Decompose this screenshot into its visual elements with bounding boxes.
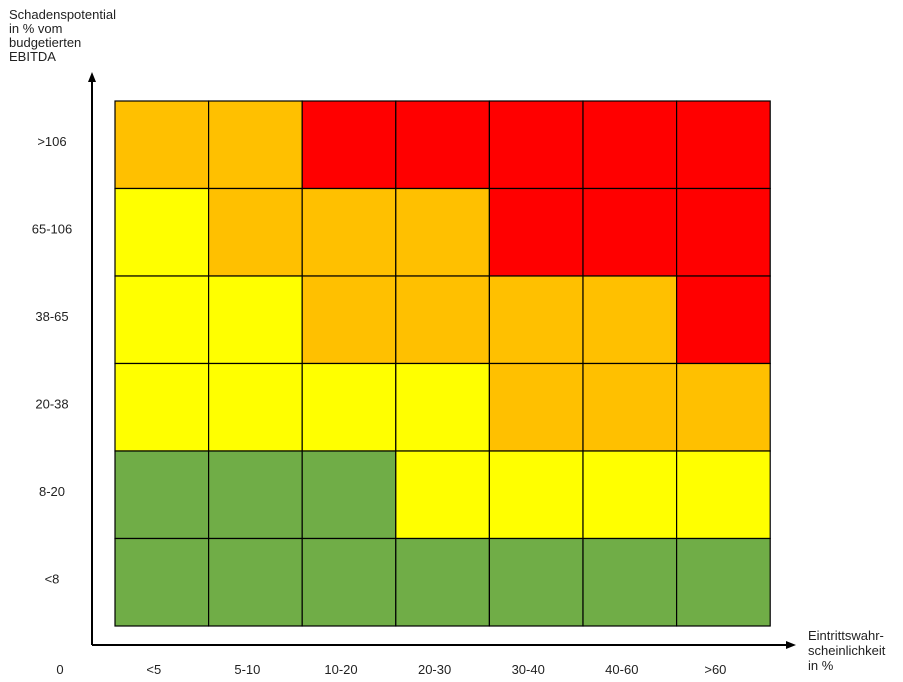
- x-tick-label: 10-20: [324, 662, 357, 677]
- cell-20-38-10-20-yellow: [301, 362, 397, 452]
- cell-20-38-30-40-orange: [488, 362, 584, 452]
- y-axis-label-line-4: EBITDA: [9, 49, 56, 64]
- origin-label: 0: [56, 662, 63, 677]
- y-tick-label: <8: [45, 572, 60, 587]
- tick-labels: >106 65-106 38-65 20-38 8-20 <8 <5 5-10 10-20 20-…: [32, 134, 727, 677]
- cell-8-20-<5-green: [114, 450, 210, 540]
- x-tick-label: 20-30: [418, 662, 451, 677]
- cell-20-38-5-10-yellow: [208, 362, 303, 452]
- cell-8-20-20-30-yellow: [395, 450, 490, 540]
- cell-65-106-5-10-orange: [208, 187, 303, 277]
- cell-8-20-10-20-green: [301, 450, 397, 540]
- cell-38-65-40-60-orange: [582, 275, 678, 365]
- cell-65-106-30-40-red: [488, 187, 584, 277]
- cell-65-106-20-30-orange: [395, 187, 490, 277]
- cell->106-<5-orange: [114, 100, 210, 190]
- cell-38-65-30-40-orange: [488, 275, 584, 365]
- x-axis-label-line-2: scheinlichkeit: [808, 643, 886, 658]
- y-axis-label-line-3: budgetierten: [9, 35, 82, 50]
- cell-20-38-40-60-orange: [582, 362, 678, 452]
- cell->106-30-40-red: [488, 100, 584, 190]
- y-axis-label-line-2: in % vom: [9, 21, 63, 36]
- cell->106-20-30-red: [395, 100, 490, 190]
- cell-65-106->60-red: [675, 187, 771, 277]
- cell->106->60-red: [675, 100, 771, 190]
- cell-<8-<5-green: [114, 537, 210, 627]
- y-tick-label: 20-38: [35, 397, 68, 412]
- cell->106-40-60-red: [582, 100, 678, 190]
- y-axis-label-line-1: Schadenspotential: [9, 7, 116, 22]
- cell->106-10-20-red: [301, 100, 397, 190]
- x-tick-label: 5-10: [234, 662, 260, 677]
- y-tick-label: 38-65: [35, 309, 68, 324]
- cell-38-65-20-30-orange: [395, 275, 490, 365]
- cell-65-106-<5-yellow: [114, 187, 210, 277]
- y-tick-label: 8-20: [39, 484, 65, 499]
- cell-38-65-<5-yellow: [114, 275, 210, 365]
- cell-20-38->60-orange: [675, 362, 771, 452]
- x-axis-label-line-1: Eintrittswahr-: [808, 628, 884, 643]
- cell-8-20->60-yellow: [675, 450, 771, 540]
- cell-<8-20-30-green: [395, 537, 490, 627]
- cell-8-20-5-10-green: [208, 450, 303, 540]
- cell->106-5-10-orange: [208, 100, 303, 190]
- heatmap-cells: [114, 100, 771, 627]
- cell-38-65->60-red: [675, 275, 771, 365]
- axes: [88, 72, 796, 649]
- y-axis-label: Schadenspotential in % vom budgetierten …: [9, 8, 116, 64]
- y-axis-arrow-icon: [88, 72, 96, 82]
- cell-<8-40-60-green: [582, 537, 678, 627]
- cell-65-106-10-20-orange: [301, 187, 397, 277]
- x-tick-label: >60: [704, 662, 726, 677]
- cell-20-38-<5-yellow: [114, 362, 210, 452]
- cell-8-20-30-40-yellow: [488, 450, 584, 540]
- cell-38-65-5-10-yellow: [208, 275, 303, 365]
- y-tick-label: 65-106: [32, 222, 72, 237]
- y-tick-label: >106: [37, 134, 66, 149]
- x-axis-label-line-3: in %: [808, 658, 834, 673]
- x-tick-label: 30-40: [512, 662, 545, 677]
- x-axis-arrow-icon: [786, 641, 796, 649]
- x-axis-label: Eintrittswahr- scheinlichkeit in %: [808, 628, 885, 673]
- cell-<8-10-20-green: [301, 537, 397, 627]
- cell-8-20-40-60-yellow: [582, 450, 678, 540]
- cell-<8-30-40-green: [488, 537, 584, 627]
- cell-20-38-20-30-yellow: [395, 362, 490, 452]
- cell-<8->60-green: [675, 537, 771, 627]
- x-tick-label: <5: [146, 662, 161, 677]
- x-tick-label: 40-60: [605, 662, 638, 677]
- cell-38-65-10-20-orange: [301, 275, 397, 365]
- cell-<8-5-10-green: [208, 537, 303, 627]
- cell-65-106-40-60-red: [582, 187, 678, 277]
